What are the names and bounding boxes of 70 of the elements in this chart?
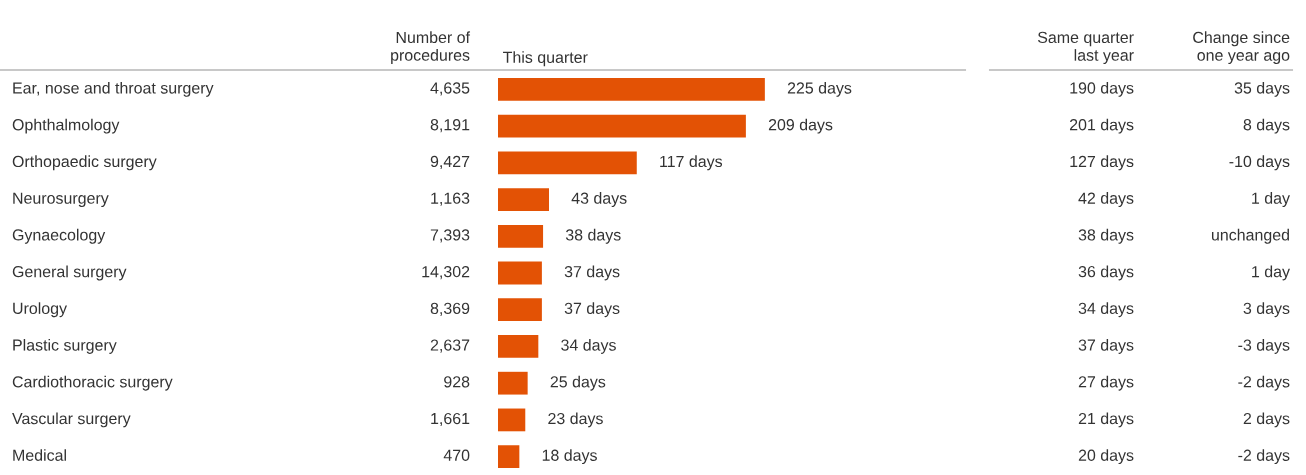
text: 14,302: [422, 265, 470, 280]
data-label: 37 days: [564, 265, 620, 281]
text: 2,637: [430, 339, 470, 353]
bar: [498, 445, 520, 469]
text: -10 days: [1229, 155, 1290, 171]
data-label: 25 days: [550, 375, 606, 391]
text: 1,661: [431, 412, 470, 427]
text: 36 days: [1078, 265, 1134, 281]
text: Number of procedures: [391, 31, 471, 64]
data-label: 225 days: [787, 81, 852, 97]
bar: [498, 77, 765, 101]
text: 1 day: [1252, 192, 1290, 207]
data-label: 209 days: [768, 118, 833, 134]
y-tick-label: Gynaecology: [12, 228, 106, 244]
text: 1,163: [431, 192, 470, 206]
text: 27 days: [1078, 375, 1134, 391]
data-label: 37 days: [564, 302, 620, 318]
text: 42 days: [1078, 192, 1134, 207]
text: -2 days: [1238, 375, 1290, 391]
data-label: 38 days: [565, 228, 621, 244]
bar: [498, 371, 528, 395]
y-tick-label: Neurosurgery: [13, 192, 109, 207]
text: 3 days: [1243, 302, 1290, 318]
text: Change since one year ago: [1193, 31, 1290, 64]
y-tick-label: General surgery: [12, 265, 127, 281]
bar: [498, 224, 544, 248]
text: 470: [443, 449, 470, 461]
x-axis-title: This quarter: [503, 51, 588, 67]
text: -3 days: [1238, 339, 1290, 354]
text: 2 days: [1243, 412, 1290, 428]
text: 34 days: [1078, 302, 1134, 318]
text: 38 days: [1078, 228, 1134, 244]
text: 8,369: [430, 302, 470, 316]
text: 9,427: [430, 155, 470, 169]
data-label: 117 days: [660, 155, 723, 171]
text: 37 days: [1078, 339, 1134, 354]
text: 1 day: [1252, 265, 1290, 281]
text: 35 days: [1234, 81, 1290, 97]
data-label: 18 days: [542, 449, 597, 465]
text: -2 days: [1238, 449, 1290, 465]
bar: [498, 298, 542, 322]
text: 21 days: [1078, 412, 1134, 428]
text: 928: [444, 376, 470, 388]
bar: [498, 188, 549, 211]
y-tick-label: Urology: [13, 302, 68, 318]
bar: [498, 151, 637, 175]
bar: [498, 114, 746, 138]
y-tick-label: Ophthalmology: [12, 118, 120, 134]
bar: [498, 335, 539, 358]
text: unchanged: [1212, 228, 1289, 244]
y-tick-label: Medical: [13, 449, 66, 461]
data-label: 34 days: [561, 339, 616, 354]
text: 7,393: [430, 229, 470, 243]
bar: [498, 408, 526, 432]
text: 8 days: [1243, 118, 1290, 134]
text: 20 days: [1078, 449, 1134, 465]
text: 201 days: [1069, 118, 1134, 134]
y-tick-label: Ear, nose and throat surgery: [13, 81, 214, 97]
y-tick-label: Orthopaedic surgery: [12, 155, 157, 171]
data-label: 43 days: [571, 192, 627, 207]
text: 190 days: [1070, 81, 1134, 97]
text: 8,191: [430, 119, 470, 133]
y-tick-label: Cardiothoracic surgery: [12, 375, 173, 391]
y-tick-label: Plastic surgery: [13, 339, 117, 354]
text: 127 days: [1070, 155, 1134, 171]
bar: [498, 261, 542, 285]
text: 4,635: [430, 82, 470, 96]
text: Same quarter last year: [1037, 31, 1134, 64]
data-label: 23 days: [548, 412, 603, 428]
y-tick-label: Vascular surgery: [12, 412, 131, 428]
